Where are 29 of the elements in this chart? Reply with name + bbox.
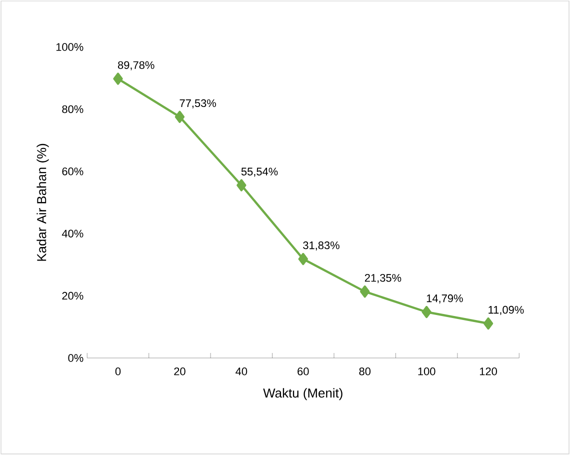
y-tick-label: 0% bbox=[68, 354, 84, 362]
y-tick-label: 20% bbox=[62, 292, 84, 300]
y-tick-label: 80% bbox=[62, 105, 84, 114]
data-label: 11,09% bbox=[488, 306, 524, 315]
y-tick-label: 100% bbox=[56, 43, 84, 51]
data-label: 31,83% bbox=[303, 241, 340, 250]
point bbox=[113, 72, 123, 85]
x-tick-label: 20 bbox=[174, 368, 186, 376]
data-label: 77,53% bbox=[180, 99, 216, 108]
point bbox=[422, 306, 432, 318]
point bbox=[360, 285, 370, 298]
point bbox=[483, 317, 494, 330]
data-label: 21,35% bbox=[364, 274, 402, 284]
point bbox=[174, 110, 185, 123]
y-tick-label: 40% bbox=[62, 230, 84, 238]
x-tick-label: 0 bbox=[115, 368, 121, 376]
x-tick-label: 120 bbox=[480, 368, 497, 376]
y-tick-label: 60% bbox=[62, 168, 84, 176]
y-axis-title: Kadar Air Bahan (%) bbox=[36, 144, 49, 261]
point bbox=[298, 252, 308, 266]
x-tick-label: 80 bbox=[359, 368, 371, 376]
x-tick-label: 100 bbox=[418, 368, 436, 376]
data-label: 14,79% bbox=[426, 294, 463, 304]
data-label: 55,54% bbox=[241, 168, 278, 177]
x-tick-label: 60 bbox=[298, 368, 309, 376]
x-tick-label: 40 bbox=[236, 368, 248, 376]
x-axis-title: Waktu (Menit) bbox=[263, 388, 342, 400]
point bbox=[236, 179, 246, 192]
data-label: 89,78% bbox=[118, 61, 154, 70]
